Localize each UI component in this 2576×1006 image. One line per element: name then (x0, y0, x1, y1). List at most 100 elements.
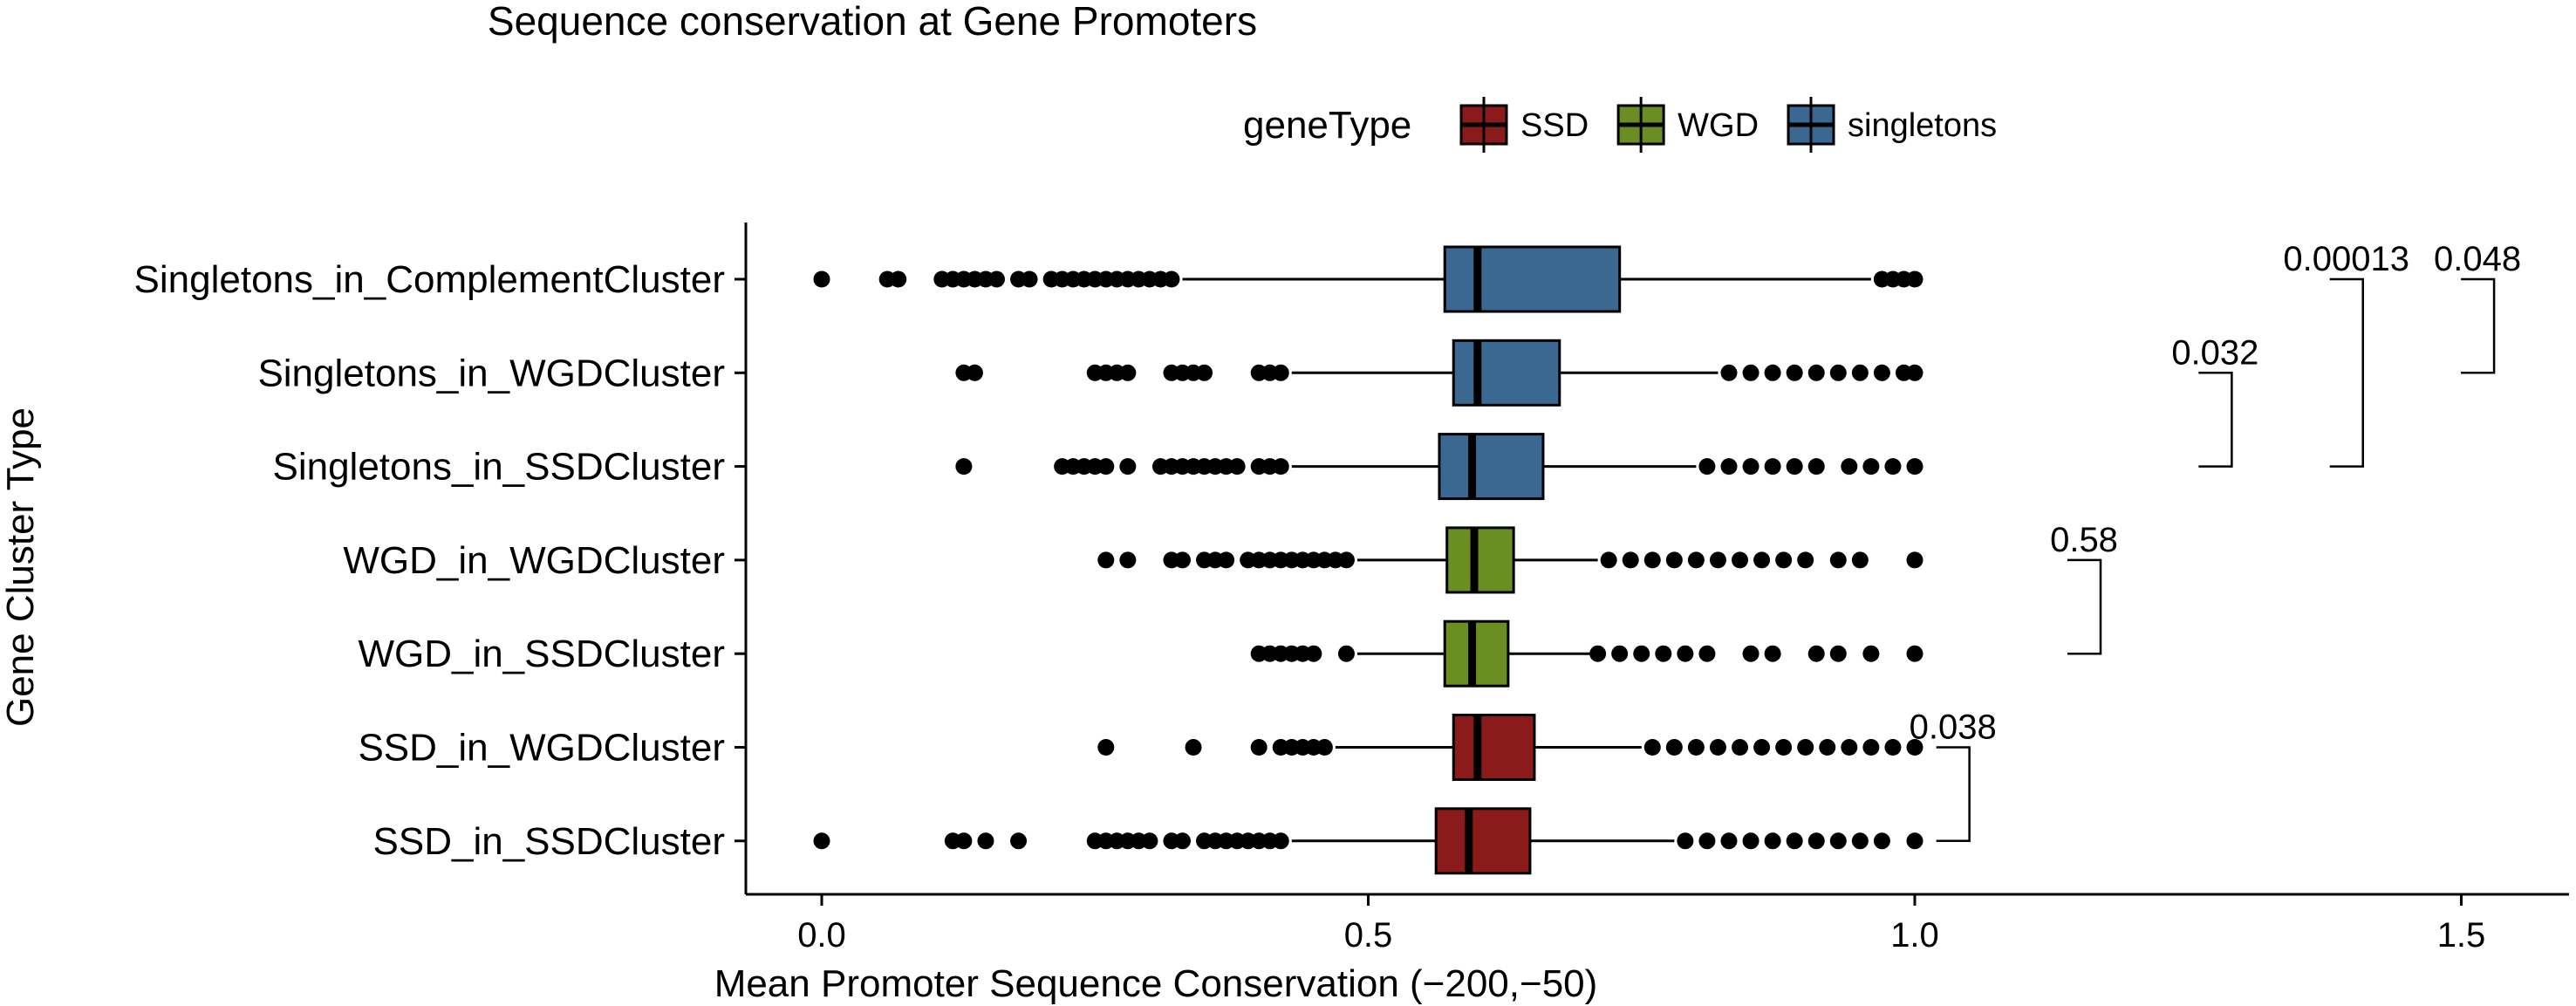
outlier-point (1732, 739, 1749, 756)
x-tick-label: 1.5 (2437, 916, 2486, 955)
outlier-point (1906, 364, 1923, 381)
legend-label: WGD (1677, 107, 1759, 144)
outlier-point (1764, 832, 1781, 850)
outlier-point (1753, 739, 1771, 756)
iqr-box (1438, 433, 1545, 501)
outlier-point (1851, 364, 1869, 381)
outlier-point (1643, 551, 1661, 569)
iqr-box (1445, 526, 1515, 594)
outlier-point (890, 270, 907, 288)
y-tick-label: SSD_in_SSDCluster (373, 820, 726, 863)
outlier-point (1119, 458, 1137, 476)
outlier-point (1141, 832, 1158, 850)
outlier-point (1677, 832, 1694, 850)
outlier-point (1906, 739, 1923, 756)
outlier-point (813, 270, 830, 288)
outlier-point (1185, 739, 1202, 756)
outlier-point (1173, 551, 1191, 569)
outlier-point (1807, 364, 1825, 381)
legend-label: SSD (1520, 107, 1589, 144)
outlier-point (1655, 645, 1672, 662)
chart-title: Sequence conservation at Gene Promoters (488, 0, 1257, 44)
outlier-point (1021, 270, 1038, 288)
outlier-point (1698, 458, 1716, 476)
outlier-point (1862, 739, 1880, 756)
outlier-point (987, 270, 1005, 288)
outlier-point (966, 364, 983, 381)
y-tick-label: Singletons_in_ComplementCluster (134, 258, 725, 301)
p-value-label: 0.048 (2434, 240, 2521, 278)
outlier-point (1097, 551, 1115, 569)
outlier-point (1337, 645, 1355, 662)
legend-title: geneType (1243, 104, 1411, 147)
outlier-point (1873, 364, 1890, 381)
bracket-line (1936, 746, 1971, 843)
outlier-point (1097, 739, 1115, 756)
outlier-point (977, 832, 994, 850)
iqr-box (1443, 245, 1622, 313)
outlier-point (1906, 458, 1923, 476)
y-tick-label: Singletons_in_WGDCluster (257, 352, 725, 394)
outlier-point (1173, 832, 1191, 850)
outlier-point (1851, 832, 1869, 850)
outlier-point (1665, 739, 1683, 756)
outlier-point (1829, 364, 1847, 381)
outlier-point (1687, 739, 1705, 756)
x-tick-label: 0.5 (1344, 916, 1393, 955)
p-value-label: 0.00013 (2283, 240, 2409, 278)
significance-bracket: 0.00013 (2283, 240, 2409, 468)
outlier-point (1906, 551, 1923, 569)
bracket-line (2329, 277, 2364, 468)
y-tick-label: WGD_in_WGDCluster (343, 539, 725, 582)
outlier-point (1764, 645, 1781, 662)
outlier-point (1119, 551, 1137, 569)
outlier-point (1807, 645, 1825, 662)
outlier-point (1337, 551, 1355, 569)
outlier-point (1633, 645, 1650, 662)
outlier-point (1010, 832, 1028, 850)
outlier-point (1906, 832, 1923, 850)
outlier-point (1829, 832, 1847, 850)
box-series (813, 807, 1923, 875)
significance-bracket: 0.048 (2434, 240, 2521, 374)
plot-area: 0.0 0.5 1.0 1.5 Singletons_in_ComplementClus… (134, 222, 2569, 955)
outlier-point (1753, 551, 1771, 569)
p-value-label: 0.038 (1910, 708, 1997, 747)
outlier-point (1807, 832, 1825, 850)
outlier-point (1698, 832, 1716, 850)
outlier-point (1841, 739, 1858, 756)
outlier-point (1218, 551, 1235, 569)
outlier-point (1873, 832, 1890, 850)
significance-bracket: 0.032 (2171, 333, 2258, 468)
legend: geneType SSD WGD singletons (1243, 97, 1997, 153)
outlier-point (1775, 739, 1793, 756)
legend-label: singletons (1848, 107, 1997, 144)
outlier-point (955, 832, 973, 850)
box-series (955, 339, 1923, 407)
outlier-point (1829, 551, 1847, 569)
outlier-point (1732, 551, 1749, 569)
outlier-point (1097, 458, 1115, 476)
outlier-point (1819, 739, 1836, 756)
x-tick-label: 0.0 (797, 916, 846, 955)
y-tick-label: WGD_in_SSDCluster (358, 633, 725, 675)
outlier-point (1665, 551, 1683, 569)
outlier-point (1807, 458, 1825, 476)
box-series (1097, 714, 1923, 781)
outlier-point (955, 458, 973, 476)
outlier-point (1315, 739, 1333, 756)
outlier-point (1698, 645, 1716, 662)
x-axis-label: Mean Promoter Sequence Conservation (−20… (714, 962, 1598, 1005)
outlier-point (1720, 364, 1738, 381)
outlier-point (1272, 832, 1289, 850)
iqr-box (1434, 807, 1532, 875)
outlier-point (1250, 739, 1268, 756)
outlier-point (1742, 645, 1759, 662)
p-value-label: 0.032 (2171, 333, 2258, 372)
outlier-point (1742, 364, 1759, 381)
outlier-point (1906, 645, 1923, 662)
outlier-point (1829, 645, 1847, 662)
bracket-line (2198, 372, 2233, 468)
bracket-line (2461, 277, 2496, 374)
